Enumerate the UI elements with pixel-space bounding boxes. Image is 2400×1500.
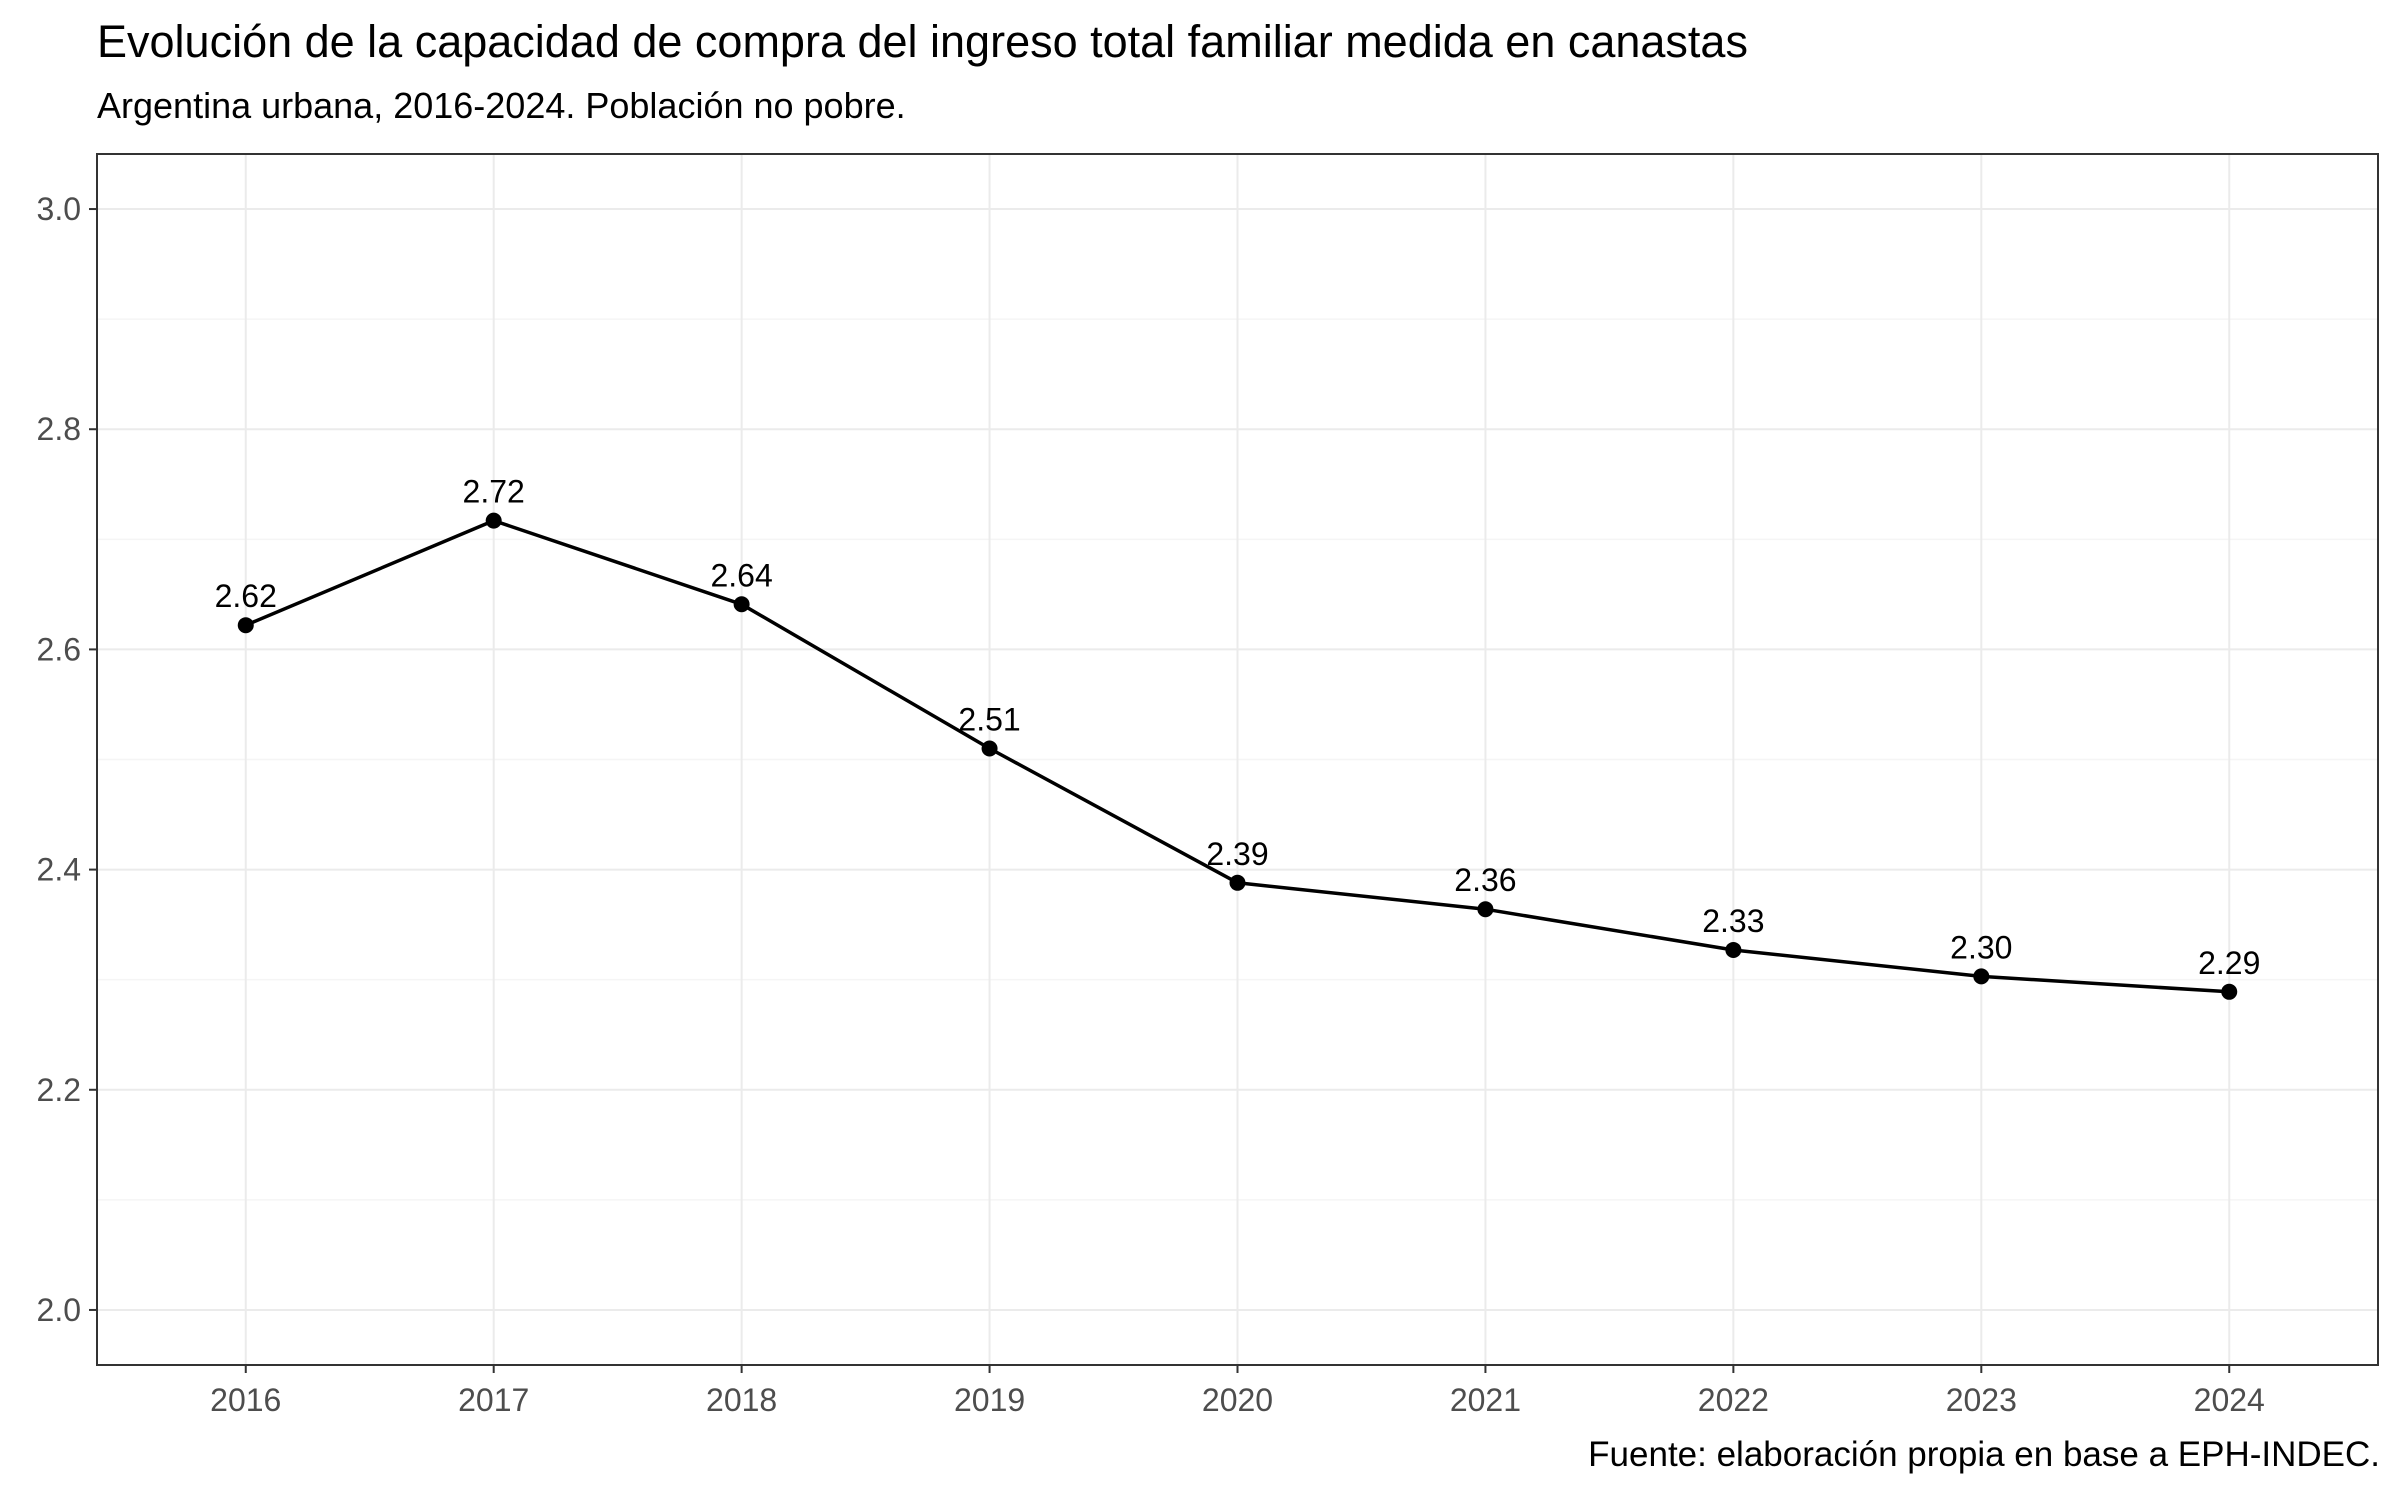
data-point (733, 596, 750, 613)
x-tick-label: 2022 (1698, 1382, 1769, 1418)
x-tick-label: 2018 (706, 1382, 777, 1418)
data-label: 2.51 (958, 701, 1020, 737)
x-tick-label: 2016 (210, 1382, 281, 1418)
data-point (485, 512, 502, 529)
data-point (1229, 874, 1246, 891)
data-label: 2.30 (1950, 929, 2012, 965)
data-label: 2.29 (2198, 945, 2260, 981)
x-tick-label: 2020 (1202, 1382, 1273, 1418)
data-point (1725, 941, 1742, 958)
chart-title: Evolución de la capacidad de compra del … (97, 16, 1748, 67)
x-axis: 2016 2017 2018 2019 2020 2021 2022 2023 2024 (210, 1365, 2265, 1418)
data-point (981, 740, 998, 757)
y-tick-label: 2.2 (37, 1072, 81, 1108)
data-point (1477, 901, 1494, 918)
data-label: 2.33 (1702, 903, 1764, 939)
y-axis: 2.0 2.2 2.4 2.6 2.8 3.0 (37, 191, 97, 1328)
data-points (237, 512, 2238, 1000)
data-labels: 2.62 2.72 2.64 2.51 2.39 2.36 2.33 2.30 2.29 (215, 474, 2261, 981)
y-tick-label: 2.4 (37, 852, 81, 888)
x-tick-label: 2023 (1946, 1382, 2017, 1418)
x-tick-label: 2021 (1450, 1382, 1521, 1418)
data-label: 2.36 (1454, 862, 1516, 898)
y-tick-label: 3.0 (37, 191, 81, 227)
chart-caption: Fuente: elaboración propia en base a EPH… (1588, 1435, 2380, 1474)
x-tick-label: 2024 (2194, 1382, 2265, 1418)
data-point (1973, 968, 1990, 985)
y-tick-label: 2.8 (37, 411, 81, 447)
y-tick-label: 2.0 (37, 1292, 81, 1328)
data-label: 2.62 (215, 578, 277, 614)
chart-subtitle: Argentina urbana, 2016-2024. Población n… (97, 85, 906, 126)
major-gridlines (97, 154, 2378, 1365)
data-label: 2.72 (463, 474, 525, 510)
data-point (2221, 983, 2238, 1000)
data-label: 2.39 (1206, 836, 1268, 872)
x-tick-label: 2017 (458, 1382, 529, 1418)
data-point (237, 617, 254, 634)
x-tick-label: 2019 (954, 1382, 1025, 1418)
y-tick-label: 2.6 (37, 631, 81, 667)
data-label: 2.64 (710, 557, 772, 593)
